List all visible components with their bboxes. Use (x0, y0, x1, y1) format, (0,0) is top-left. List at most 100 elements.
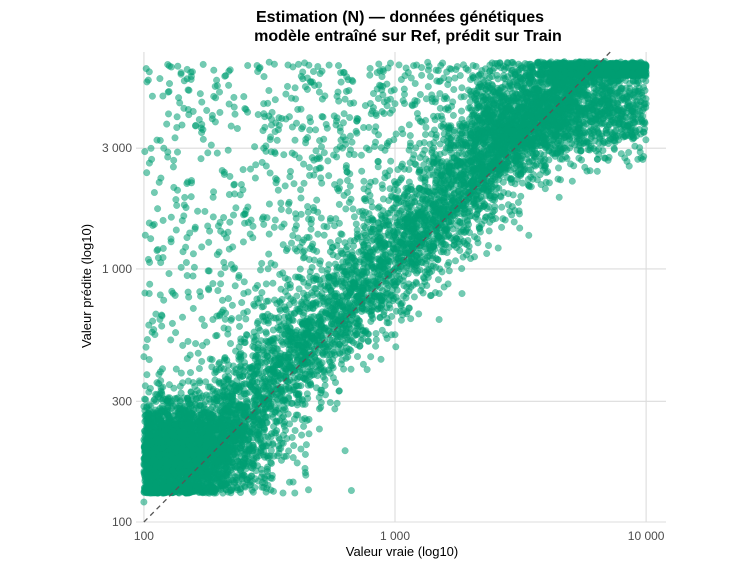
data-point (298, 195, 305, 202)
data-point (199, 99, 206, 106)
data-point (214, 150, 221, 157)
data-point (511, 219, 518, 226)
data-point (270, 280, 277, 287)
data-point (323, 121, 330, 128)
data-point (498, 224, 505, 231)
data-point (244, 62, 251, 69)
data-point (281, 221, 288, 228)
data-point (379, 185, 386, 192)
data-point (278, 206, 285, 213)
data-point (384, 140, 391, 147)
data-point (236, 323, 243, 330)
data-point (222, 316, 229, 323)
data-point (261, 73, 268, 80)
data-point (173, 196, 180, 203)
data-point (241, 279, 248, 286)
data-point (278, 286, 285, 293)
data-point (350, 206, 357, 213)
data-point (200, 61, 207, 68)
data-point (349, 139, 356, 146)
data-point (401, 100, 408, 107)
data-point (217, 219, 224, 226)
data-point (303, 441, 310, 448)
data-point (388, 313, 395, 320)
data-point (185, 338, 192, 345)
data-point (284, 83, 291, 90)
data-point (144, 371, 151, 378)
data-point (422, 131, 429, 138)
data-point (205, 150, 212, 157)
data-point (555, 165, 562, 172)
data-point (192, 123, 199, 130)
data-point (201, 322, 208, 329)
data-point (300, 423, 307, 430)
data-point (495, 245, 502, 252)
data-point (175, 63, 182, 70)
data-point (188, 193, 195, 200)
data-point (247, 166, 254, 173)
data-point (315, 231, 322, 238)
data-point (451, 86, 458, 93)
data-point (278, 200, 285, 207)
data-point (313, 197, 320, 204)
data-point (196, 365, 203, 372)
data-point (154, 205, 161, 212)
data-point (170, 164, 177, 171)
data-point (226, 101, 233, 108)
data-point (199, 342, 206, 349)
data-point (240, 239, 247, 246)
data-point (367, 72, 374, 79)
data-point (174, 114, 181, 121)
data-point (168, 214, 175, 221)
data-point (181, 194, 188, 201)
data-point (271, 224, 278, 231)
data-point (225, 82, 232, 89)
data-point (166, 80, 173, 87)
data-point (194, 208, 201, 215)
data-point (292, 137, 299, 144)
data-point (306, 431, 313, 438)
data-point (183, 259, 190, 266)
data-point (272, 262, 279, 269)
data-point (146, 259, 153, 266)
data-point (218, 271, 225, 278)
data-point (179, 380, 186, 387)
data-point (275, 187, 282, 194)
data-point (408, 75, 415, 82)
data-point (160, 217, 167, 224)
data-point (395, 166, 402, 173)
data-point (516, 225, 523, 232)
data-point (231, 181, 238, 188)
data-point (425, 67, 432, 74)
data-point (379, 327, 386, 334)
data-point (236, 315, 243, 322)
data-point (312, 127, 319, 134)
data-point (215, 287, 222, 294)
chart-title-line-1: Estimation (N) — données génétiques (256, 9, 544, 26)
data-point (148, 156, 155, 163)
data-point (217, 281, 224, 288)
data-point (190, 251, 197, 258)
data-point (251, 143, 258, 150)
data-point (225, 295, 232, 302)
data-point (483, 250, 490, 257)
data-point (594, 168, 601, 175)
data-point (452, 258, 459, 265)
data-point (289, 124, 296, 131)
data-point (343, 206, 350, 213)
data-point (526, 232, 533, 239)
data-point (267, 170, 274, 177)
data-point (325, 158, 332, 165)
data-point (354, 353, 361, 360)
data-point (151, 189, 158, 196)
data-point (298, 446, 305, 453)
data-point (227, 340, 234, 347)
data-point (179, 314, 186, 321)
data-point (407, 132, 414, 139)
data-point (415, 311, 422, 318)
data-point (187, 369, 194, 376)
data-point (210, 214, 217, 221)
data-point (391, 136, 398, 143)
